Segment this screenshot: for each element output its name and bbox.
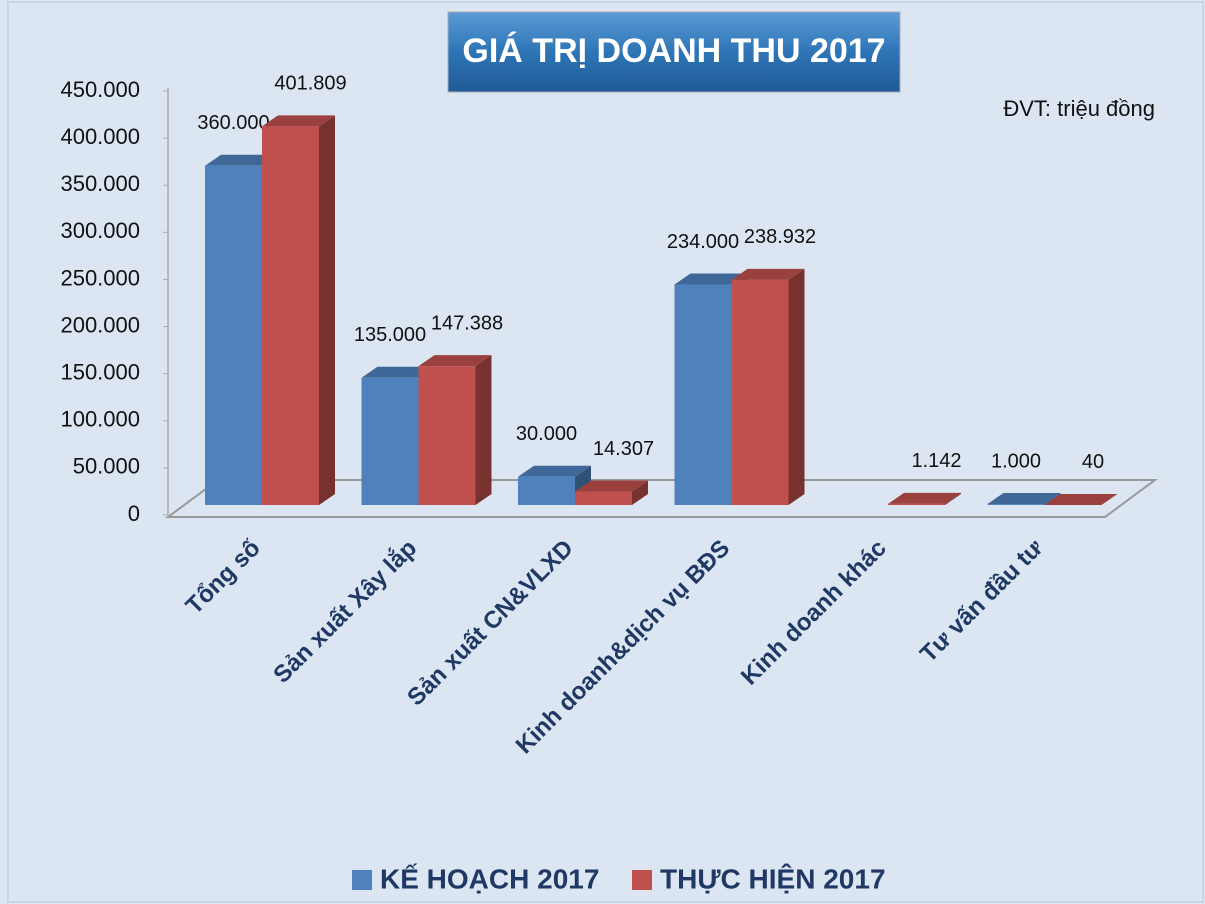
bar-side [945,492,961,505]
bar [262,115,335,506]
bar-side [475,355,492,505]
legend-label: KẾ HOẠCH 2017 [380,863,599,894]
bar-front [361,377,419,505]
chart-title: GIÁ TRỊ DOANH THU 2017 [462,32,885,70]
y-tick-label: 400.000 [60,124,140,149]
title-box [447,11,901,93]
bar-front [731,279,789,505]
bar-front [987,504,1045,505]
bar-side [1044,493,1061,505]
value-label: 1.142 [911,450,961,472]
bar-top [987,493,1061,505]
y-tick-label: 350.000 [60,171,140,196]
bar-top [888,492,961,504]
bar [1044,493,1118,505]
value-label: 360.000 [197,112,269,134]
bar-front [888,503,945,505]
bar-front [518,476,575,505]
bar [888,492,961,505]
bar-front [262,126,319,506]
bar-side [1101,493,1118,505]
value-label: 234.000 [667,231,739,253]
legend-swatch [352,870,372,890]
bar-top [205,154,278,166]
bar [575,480,648,505]
value-label: 135.000 [354,324,426,346]
value-label: 238.932 [744,226,816,248]
value-label: 401.809 [274,73,346,95]
value-label: 14.307 [593,438,654,460]
unit-note: ĐVT: triệu đồng [1003,96,1155,121]
bar-side [632,480,648,505]
y-tick-label: 100.000 [60,407,140,432]
y-tick-label: 50.000 [73,454,140,479]
bar-front [205,165,262,506]
y-tick-label: 300.000 [60,218,140,243]
bar [987,493,1061,505]
bar-top [1044,493,1118,505]
bar-top [361,366,435,378]
value-label: 1.000 [991,450,1041,472]
bar [418,355,492,505]
bar-top [518,465,591,477]
y-tick-label: 200.000 [60,312,140,337]
bar-front [575,491,632,505]
bar-front [418,366,476,505]
frame [7,1,1204,903]
bar [518,465,591,505]
y-tick-label: 0 [128,501,140,526]
bar [731,268,805,505]
value-label: 40 [1082,451,1104,473]
bar-top [262,115,335,127]
bar-top [418,355,492,367]
value-label: 147.388 [431,312,503,334]
y-tick-label: 250.000 [60,265,140,290]
bar-top [674,273,748,285]
legend-swatch [632,870,652,890]
y-tick-label: 450.000 [60,77,140,102]
bar-side [788,268,805,505]
value-label: 30.000 [516,423,577,445]
bar-top [575,480,648,492]
bar-top [731,268,805,280]
bar-front [674,284,732,505]
y-tick-label: 150.000 [60,359,140,384]
legend-label: THỰC HIỆN 2017 [660,863,886,894]
bar-side [319,115,335,506]
